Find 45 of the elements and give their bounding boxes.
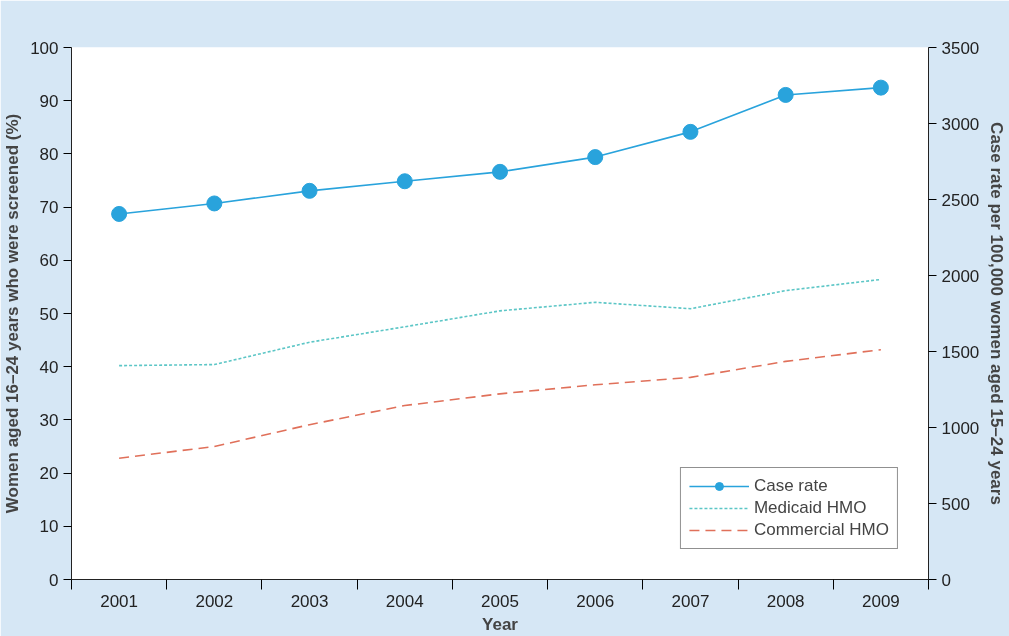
y-tick-label: 10 bbox=[39, 517, 59, 537]
x-axis-title: Year bbox=[482, 614, 519, 634]
point bbox=[206, 195, 223, 212]
y-tick-label: 0 bbox=[49, 570, 59, 590]
y2-axis-title: Case rate per 100,000 women aged 15–24 years bbox=[987, 122, 1007, 505]
y-tick-label: 80 bbox=[39, 144, 59, 164]
y-tick-label: 20 bbox=[39, 464, 59, 484]
y2-tick-label: 2500 bbox=[941, 190, 980, 210]
legend-label: Commercial HMO bbox=[753, 520, 889, 540]
y-tick-label: 50 bbox=[39, 304, 59, 324]
y-axis-title: Women aged 16–24 years who were screened (%) bbox=[3, 113, 23, 514]
y-tick-label: 60 bbox=[39, 251, 59, 271]
y-tick-label: 70 bbox=[39, 198, 59, 218]
point bbox=[682, 123, 699, 140]
y2-tick-label: 500 bbox=[941, 494, 970, 514]
x-tick-label: 2002 bbox=[195, 591, 234, 611]
point bbox=[301, 182, 318, 199]
x-tick-label: 2003 bbox=[290, 591, 329, 611]
y-tick-label: 30 bbox=[39, 410, 59, 430]
x-tick-label: 2001 bbox=[100, 591, 139, 611]
x-tick-label: 2004 bbox=[385, 591, 424, 611]
x-tick-label: 2006 bbox=[576, 591, 615, 611]
point bbox=[396, 173, 413, 190]
legend-label: Medicaid HMO bbox=[753, 498, 867, 518]
line-series bbox=[118, 278, 882, 367]
y2-tick-label: 3000 bbox=[941, 114, 980, 134]
point bbox=[492, 163, 508, 180]
y-tick-label: 40 bbox=[39, 357, 59, 377]
y2-tick-label: 0 bbox=[941, 570, 951, 590]
point bbox=[777, 86, 794, 103]
y2-tick-label: 3500 bbox=[941, 38, 980, 58]
y2-tick-label: 2000 bbox=[941, 266, 980, 286]
x-tick-label: 2009 bbox=[861, 591, 900, 611]
x-tick-label: 2007 bbox=[671, 591, 710, 611]
y-tick-label: 90 bbox=[39, 91, 59, 111]
legend-label: Case rate bbox=[753, 476, 828, 496]
x-tick-label: 2005 bbox=[481, 591, 519, 611]
y2-tick-label: 1500 bbox=[941, 342, 980, 362]
y-tick-label: 100 bbox=[30, 38, 59, 58]
point bbox=[587, 149, 604, 166]
x-tick-label: 2008 bbox=[766, 591, 805, 611]
line-series bbox=[118, 348, 882, 459]
point bbox=[111, 205, 128, 222]
point bbox=[872, 79, 889, 96]
y2-tick-label: 1000 bbox=[941, 418, 980, 438]
